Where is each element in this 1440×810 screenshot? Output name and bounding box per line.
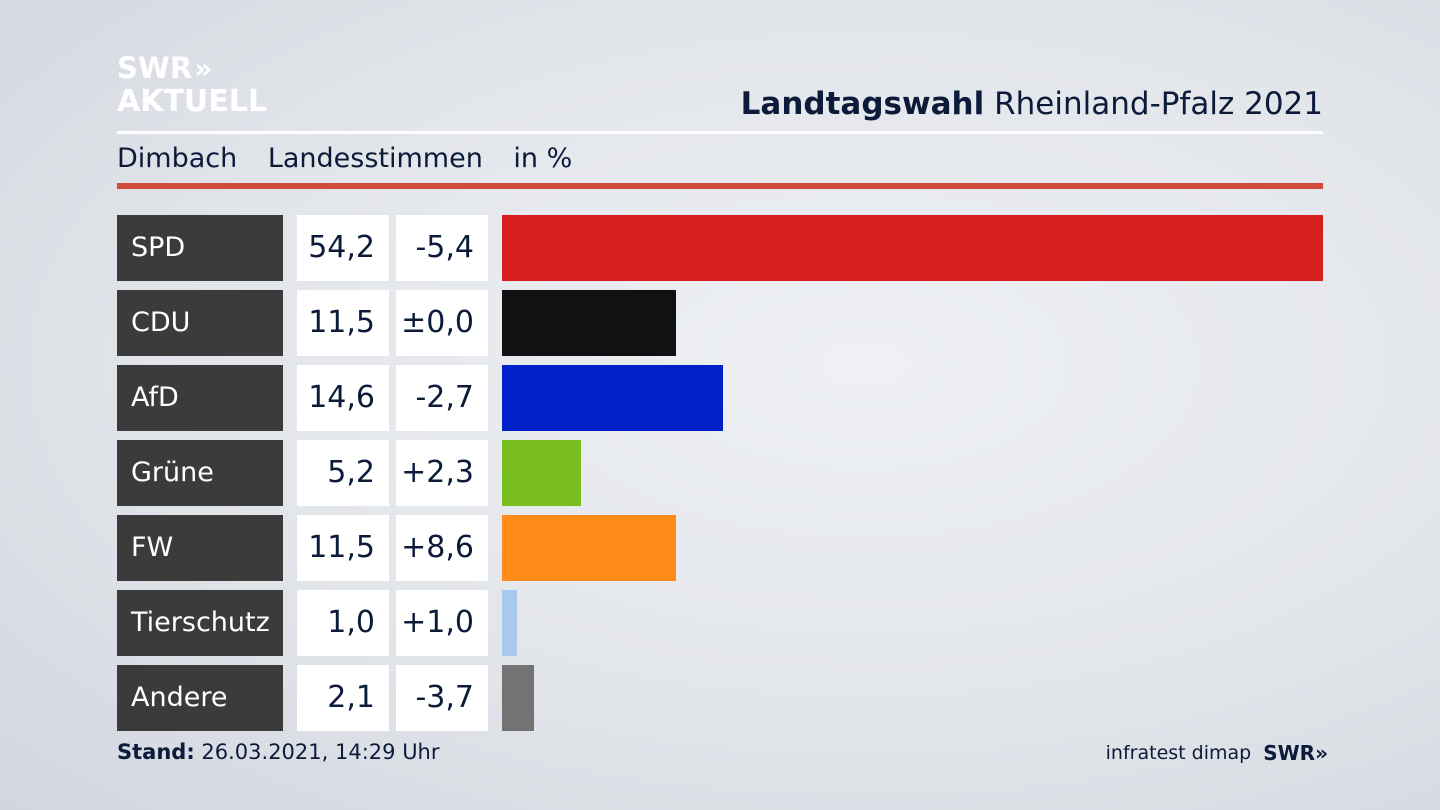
stand-label: Stand:	[117, 740, 195, 764]
swr-aktuell-logo: SWR» AKTUELL	[117, 54, 267, 117]
party-label: AfD	[117, 365, 283, 431]
bar-fw	[502, 515, 676, 581]
stand-value: 26.03.2021, 14:29 Uhr	[201, 740, 440, 764]
source-credit: infratest dimap	[1105, 742, 1252, 764]
value-label: 5,2	[297, 440, 389, 506]
diff-label: -2,7	[396, 365, 488, 431]
header-divider	[117, 131, 1323, 134]
bar-grüne	[502, 440, 581, 506]
bar-spd	[502, 215, 1323, 281]
swr-footer-logo: SWR»	[1263, 741, 1328, 765]
value-label: 11,5	[297, 290, 389, 356]
value-label: 11,5	[297, 515, 389, 581]
diff-label: +2,3	[396, 440, 488, 506]
bar-afd	[502, 365, 723, 431]
accent-divider	[117, 183, 1323, 189]
party-label: SPD	[117, 215, 283, 281]
value-label: 1,0	[297, 590, 389, 656]
title-bold: Landtagswahl	[740, 86, 985, 122]
value-label: 14,6	[297, 365, 389, 431]
party-label: Grüne	[117, 440, 283, 506]
subheader-unit: in %	[513, 143, 573, 174]
diff-label: +1,0	[396, 590, 488, 656]
swr-brand-chevrons: »	[1315, 741, 1328, 765]
page-title: Landtagswahl Rheinland-Pfalz 2021	[741, 86, 1323, 122]
diff-label: ±0,0	[396, 290, 488, 356]
title-rest: Rheinland-Pfalz 2021	[994, 86, 1323, 122]
diff-label: -3,7	[396, 665, 488, 731]
logo-line2: AKTUELL	[117, 84, 268, 119]
party-label: Tierschutz	[117, 590, 283, 656]
timestamp: Stand: 26.03.2021, 14:29 Uhr	[117, 740, 440, 764]
value-label: 2,1	[297, 665, 389, 731]
diff-label: -5,4	[396, 215, 488, 281]
swr-brand: SWR	[1263, 741, 1316, 765]
bar-tierschutz	[502, 590, 517, 656]
diff-label: +8,6	[396, 515, 488, 581]
subheader: Dimbach Landesstimmen in %	[117, 143, 594, 174]
subheader-place: Dimbach	[117, 143, 238, 174]
footer-credits: infratest dimap SWR»	[1105, 741, 1328, 765]
subheader-measure: Landesstimmen	[267, 143, 483, 174]
logo-line1: SWR	[117, 51, 193, 85]
value-label: 54,2	[297, 215, 389, 281]
bar-andere	[502, 665, 534, 731]
bar-cdu	[502, 290, 676, 356]
party-label: FW	[117, 515, 283, 581]
party-label: Andere	[117, 665, 283, 731]
party-label: CDU	[117, 290, 283, 356]
logo-chevrons: »	[194, 51, 212, 85]
